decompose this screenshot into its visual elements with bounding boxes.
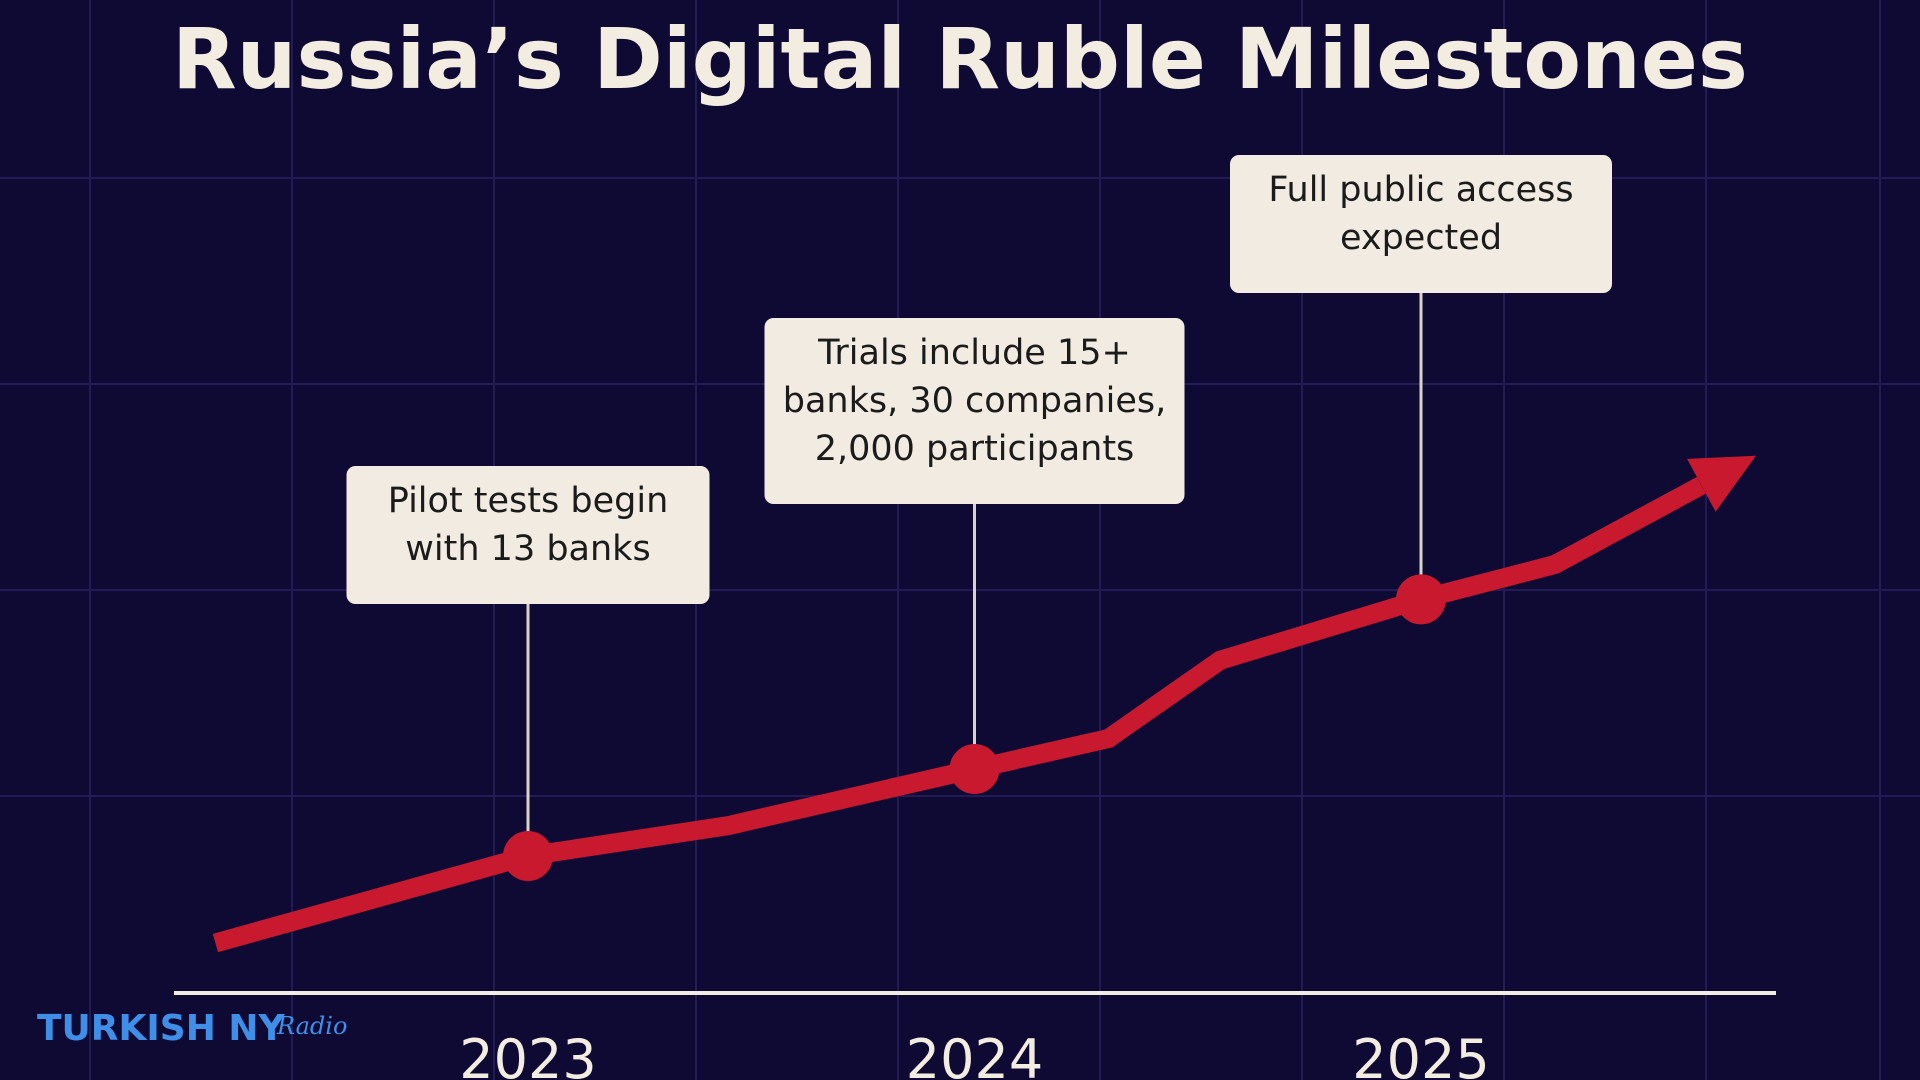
callout-text-line: expected [1340,218,1502,258]
watermark-script-text: Radio [276,1012,347,1040]
x-tick-label: 2024 [906,1028,1043,1080]
callout-text-line: Pilot tests begin [388,481,669,521]
milestone-marker [503,831,553,881]
milestone-marker [949,744,1000,794]
callout-leaders [526,293,1423,856]
callout-text-line: Trials include 15+ [817,333,1131,373]
chart-title: Russia’s Digital Ruble Milestones [172,10,1748,108]
callouts: Pilot tests begin with 13 banks Trials inc… [346,155,1612,604]
callout-text-line: banks, 30 companies, [783,381,1166,421]
callout-box [764,318,1185,504]
callout-box [1230,155,1612,293]
watermark-logo: TURKISH NY Radio [37,1008,347,1049]
data-series [212,455,1756,953]
callout-box [346,466,710,604]
x-tick-label: 2023 [459,1028,596,1080]
callout-text-line: 2,000 participants [815,429,1135,469]
callout-text-line: Full public access [1268,170,1573,210]
x-tick-labels: 2023 2024 2025 [459,1028,1489,1080]
watermark-main-text: TURKISH NY [37,1008,286,1049]
series-arrowhead [1687,455,1756,512]
callout-text-line: with 13 banks [405,529,650,569]
milestone-marker [1396,574,1446,625]
x-tick-label: 2025 [1352,1028,1489,1080]
series-line [212,476,1706,953]
